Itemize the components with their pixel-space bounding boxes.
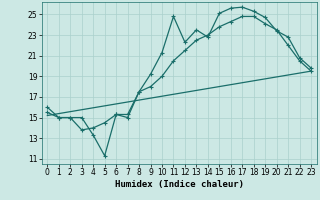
X-axis label: Humidex (Indice chaleur): Humidex (Indice chaleur) [115, 180, 244, 189]
